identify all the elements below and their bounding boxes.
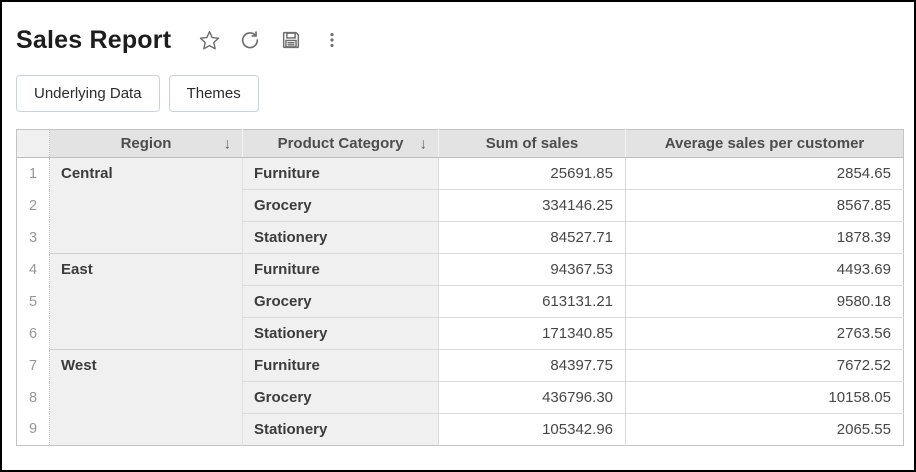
underlying-data-button[interactable]: Underlying Data — [16, 75, 160, 112]
average-sales-cell: 2763.56 — [625, 317, 904, 350]
product-category-cell: Grocery — [242, 285, 439, 318]
row-number-cell: 6 — [16, 317, 50, 350]
product-category-cell: Grocery — [242, 189, 439, 222]
sum-of-sales-cell: 105342.96 — [438, 413, 626, 446]
average-sales-cell: 9580.18 — [625, 285, 904, 318]
region-cell: Central — [49, 157, 243, 254]
page-title: Sales Report — [16, 25, 172, 54]
header-action-icons — [197, 28, 344, 52]
average-sales-cell: 7672.52 — [625, 349, 904, 382]
row-number-cell: 4 — [16, 253, 50, 286]
toolbar: Underlying Data Themes — [16, 75, 900, 112]
sum-of-sales-cell: 171340.85 — [438, 317, 626, 350]
table-body: 1 Central Furniture 25691.85 2854.65 2 Grocery… — [16, 157, 904, 446]
column-header-sum-of-sales[interactable]: Sum of sales — [438, 129, 626, 158]
product-category-cell: Grocery — [242, 381, 439, 414]
average-sales-cell: 8567.85 — [625, 189, 904, 222]
average-sales-cell: 10158.05 — [625, 381, 904, 414]
sum-of-sales-cell: 613131.21 — [438, 285, 626, 318]
column-header-region[interactable]: Region ↓ — [49, 129, 243, 158]
refresh-icon[interactable] — [238, 28, 262, 52]
column-header-product-category[interactable]: Product Category ↓ — [242, 129, 439, 158]
row-number-cell: 9 — [16, 413, 50, 446]
favorite-star-icon[interactable] — [197, 28, 221, 52]
row-number-cell: 2 — [16, 189, 50, 222]
product-category-cell: Stationery — [242, 317, 439, 350]
themes-button[interactable]: Themes — [168, 75, 259, 112]
region-cell: East — [49, 253, 243, 350]
product-category-cell: Stationery — [242, 221, 439, 254]
region-cell: West — [49, 349, 243, 446]
table-row: 3 Stationery 84527.71 1878.39 — [16, 221, 904, 254]
sort-desc-icon[interactable]: ↓ — [419, 135, 428, 152]
table-row: 8 Grocery 436796.30 10158.05 — [16, 381, 904, 414]
sum-of-sales-cell: 94367.53 — [438, 253, 626, 286]
table-row: 7 West Furniture 84397.75 7672.52 — [16, 349, 904, 446]
table-row: 5 Grocery 613131.21 9580.18 — [16, 285, 904, 318]
product-category-cell: Stationery — [242, 413, 439, 446]
table-row: 6 Stationery 171340.85 2763.56 — [16, 317, 904, 350]
sum-of-sales-cell: 436796.30 — [438, 381, 626, 414]
sum-of-sales-cell: 84527.71 — [438, 221, 626, 254]
table-row: 1 Central Furniture 25691.85 2854.65 — [16, 157, 904, 254]
product-category-cell: Furniture — [242, 157, 439, 190]
row-number-cell: 7 — [16, 349, 50, 382]
table-row: 4 East Furniture 94367.53 4493.69 — [16, 253, 904, 350]
row-number-cell: 5 — [16, 285, 50, 318]
average-sales-cell: 2854.65 — [625, 157, 904, 190]
sum-of-sales-cell: 334146.25 — [438, 189, 626, 222]
average-sales-cell: 2065.55 — [625, 413, 904, 446]
sales-pivot-table: Region ↓ Product Category ↓ Sum of sales… — [16, 129, 904, 446]
report-header: Sales Report — [16, 16, 900, 58]
pivot-table-container: Region ↓ Product Category ↓ Sum of sales… — [16, 129, 904, 446]
average-sales-cell: 1878.39 — [625, 221, 904, 254]
column-header-average-sales[interactable]: Average sales per customer — [625, 129, 904, 158]
table-row: 2 Grocery 334146.25 8567.85 — [16, 189, 904, 222]
save-icon[interactable] — [279, 28, 303, 52]
table-row: 9 Stationery 105342.96 2065.55 — [16, 413, 904, 446]
more-options-icon[interactable] — [320, 28, 344, 52]
row-number-cell: 8 — [16, 381, 50, 414]
sum-of-sales-cell: 84397.75 — [438, 349, 626, 382]
row-number-cell: 3 — [16, 221, 50, 254]
sort-desc-icon[interactable]: ↓ — [223, 135, 232, 152]
table-header-row: Region ↓ Product Category ↓ Sum of sales… — [16, 129, 904, 158]
product-category-cell: Furniture — [242, 349, 439, 382]
row-number-cell: 1 — [16, 157, 50, 190]
report-page: Sales Report — [2, 2, 914, 446]
product-category-cell: Furniture — [242, 253, 439, 286]
sum-of-sales-cell: 25691.85 — [438, 157, 626, 190]
average-sales-cell: 4493.69 — [625, 253, 904, 286]
row-number-header — [16, 129, 50, 158]
